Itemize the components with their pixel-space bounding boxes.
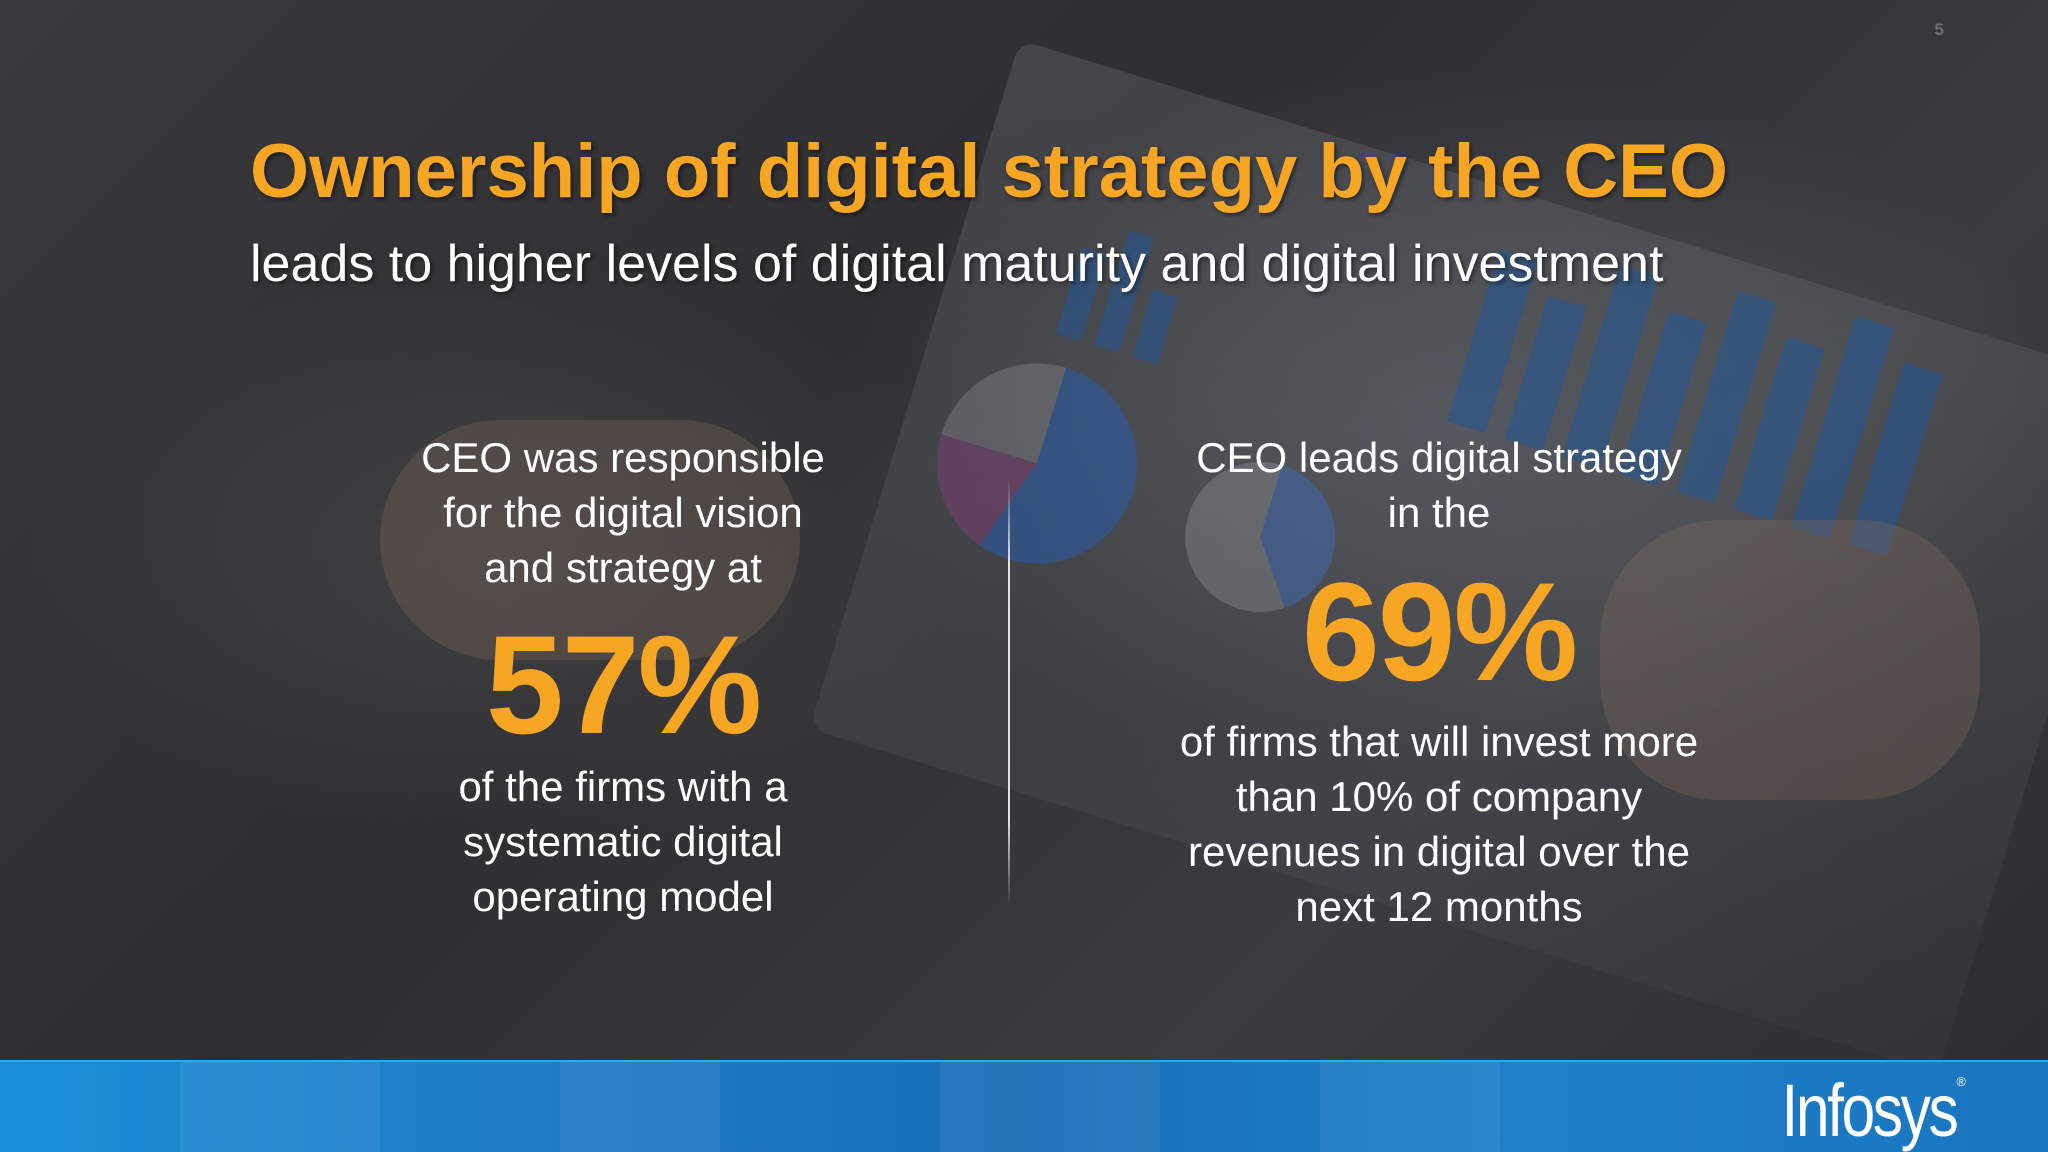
stat-line: next 12 months: [1295, 883, 1583, 930]
stat-description-before: CEO leads digital strategy in the: [1118, 430, 1760, 540]
stat-line: CEO was responsible: [421, 434, 825, 481]
stat-line: systematic digital: [463, 818, 783, 865]
footer-tile: [940, 1062, 1160, 1152]
stat-description-before: CEO was responsible for the digital visi…: [382, 430, 864, 595]
stat-line: in the: [1387, 489, 1491, 536]
stat-description-after: of the firms with a systematic digital o…: [382, 759, 864, 924]
footer-tile: [180, 1062, 380, 1152]
stat-description-after: of firms that will invest more than 10% …: [1118, 714, 1760, 934]
stat-line: for the digital vision: [443, 489, 803, 536]
stat-line: operating model: [472, 873, 774, 920]
stat-line: than 10% of company: [1235, 773, 1643, 820]
stat-ceo-leads: CEO leads digital strategy in the 69% of…: [1118, 430, 1760, 934]
stat-line: of firms that will invest more: [1179, 718, 1699, 765]
background-hand: [380, 420, 800, 660]
stat-value: 57%: [485, 606, 762, 763]
background-chart-bar: [1132, 289, 1178, 365]
slide-title: Ownership of digital strategy by the CEO: [250, 129, 1728, 214]
infosys-logo: Infosys: [1780, 1069, 1958, 1152]
stat-line: and strategy at: [484, 544, 762, 591]
stat-line: of the firms with a: [458, 763, 788, 810]
footer-tile: [560, 1062, 720, 1152]
stat-line: CEO leads digital strategy: [1196, 434, 1682, 481]
stat-value: 69%: [1301, 553, 1578, 710]
slide-subtitle: leads to higher levels of digital maturi…: [250, 235, 1664, 293]
stat-line: revenues in digital over the: [1188, 828, 1690, 875]
column-divider: [1008, 478, 1010, 906]
background-hand: [1600, 520, 1980, 800]
footer-bar: [0, 1060, 2048, 1152]
page-number: 5: [1934, 20, 1944, 39]
footer-tile: [1320, 1062, 1500, 1152]
registered-mark: ®: [1956, 1074, 1966, 1089]
stat-ceo-responsible: CEO was responsible for the digital visi…: [382, 430, 864, 924]
